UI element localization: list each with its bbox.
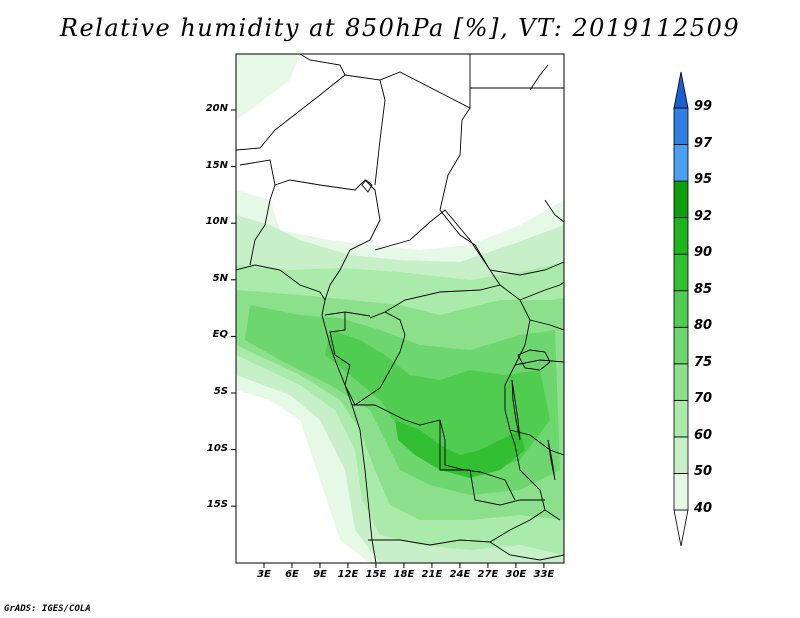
colorbar-over-triangle bbox=[673, 71, 689, 109]
colorbar-segment bbox=[673, 326, 689, 365]
humidity-field bbox=[236, 54, 564, 563]
colorbar-segment bbox=[673, 399, 689, 438]
colorbar-level-label: 70 bbox=[694, 391, 713, 407]
border-tanzania bbox=[509, 359, 564, 456]
colorbar-segment bbox=[673, 217, 689, 255]
colorbar-level-label: 90 bbox=[694, 245, 713, 261]
colorbar-level-label: 50 bbox=[694, 464, 713, 480]
lake-victoria bbox=[517, 349, 551, 371]
red-sea-coast bbox=[529, 64, 564, 223]
chart-title: Relative humidity at 850hPa [%], VT: 201… bbox=[59, 14, 741, 42]
border-car bbox=[369, 209, 501, 319]
lon-label: 12E bbox=[337, 569, 359, 580]
colorbar-level-label: 60 bbox=[694, 427, 713, 443]
border-angola-zambia bbox=[439, 420, 545, 506]
colorbar-segment bbox=[673, 436, 689, 474]
colorbar-level-label: 92 bbox=[694, 208, 713, 224]
lat-label: EQ bbox=[212, 329, 228, 341]
colorbar-level-label: 85 bbox=[694, 281, 713, 297]
rh-band-90 bbox=[325, 330, 550, 475]
border-zambia-mozambique bbox=[509, 469, 561, 531]
lon-label: 6E bbox=[285, 569, 299, 580]
lon-label: 24E bbox=[449, 569, 471, 580]
lat-label: 20N bbox=[205, 103, 228, 114]
lat-label: 15S bbox=[206, 499, 228, 511]
lat-label: 5N bbox=[212, 272, 228, 284]
border-nigeria-niger bbox=[239, 159, 276, 266]
colorbar-level-label: 95 bbox=[694, 172, 713, 188]
lon-label: 33E bbox=[533, 569, 555, 580]
lon-label: 15E bbox=[365, 569, 387, 580]
lon-label: 30E bbox=[505, 569, 527, 580]
lake-tanganyika bbox=[511, 379, 521, 441]
colorbar-level-label: 75 bbox=[694, 354, 713, 370]
lon-label: 27E bbox=[477, 569, 499, 580]
lat-label: 10N bbox=[205, 216, 228, 228]
lon-label: 21E bbox=[421, 569, 443, 580]
border-uganda-kenya bbox=[519, 281, 564, 331]
lon-label: 3E bbox=[257, 569, 271, 580]
colorbar-segment bbox=[673, 107, 689, 145]
rh-band-92 bbox=[395, 420, 525, 478]
lon-label: 18E bbox=[393, 569, 415, 580]
map-frame bbox=[235, 53, 565, 564]
colorbar-segment bbox=[673, 473, 689, 511]
lat-tick-marks bbox=[231, 109, 236, 507]
colorbar-level-label: 97 bbox=[694, 135, 713, 151]
border-drc-angola bbox=[352, 404, 516, 501]
lake-chad bbox=[361, 179, 373, 193]
border-libya-sudan bbox=[379, 54, 471, 109]
colorbar bbox=[673, 71, 689, 547]
border-zimbabwe bbox=[489, 541, 564, 561]
lon-tick-marks bbox=[263, 563, 545, 568]
colorbar-segment bbox=[673, 253, 689, 292]
colorbar-under-triangle bbox=[673, 509, 689, 547]
colorbar-segment bbox=[673, 144, 689, 182]
colorbar-level-label: 40 bbox=[694, 501, 713, 516]
colorbar-segment bbox=[673, 290, 689, 328]
border-nigeria-cameroon bbox=[274, 179, 381, 301]
coastline-west bbox=[236, 264, 377, 563]
colorbar-level-label: 99 bbox=[694, 99, 713, 114]
border-east-lakes bbox=[499, 284, 531, 471]
lat-label: 15N bbox=[205, 159, 228, 171]
border-angola-namibia bbox=[368, 529, 511, 546]
country-boundaries bbox=[236, 54, 564, 563]
colorbar-segment bbox=[673, 180, 689, 219]
lon-label: 9E bbox=[313, 569, 327, 580]
lake-malawi bbox=[547, 439, 556, 481]
border-south-sudan bbox=[489, 261, 564, 276]
credit-text: GrADS: IGES/COLA bbox=[4, 604, 91, 614]
colorbar-segment bbox=[673, 363, 689, 401]
colorbar-level-label: 80 bbox=[694, 318, 713, 334]
lat-label: 5S bbox=[213, 386, 228, 397]
border-north-2 bbox=[299, 54, 346, 76]
lat-label: 10S bbox=[206, 442, 228, 454]
